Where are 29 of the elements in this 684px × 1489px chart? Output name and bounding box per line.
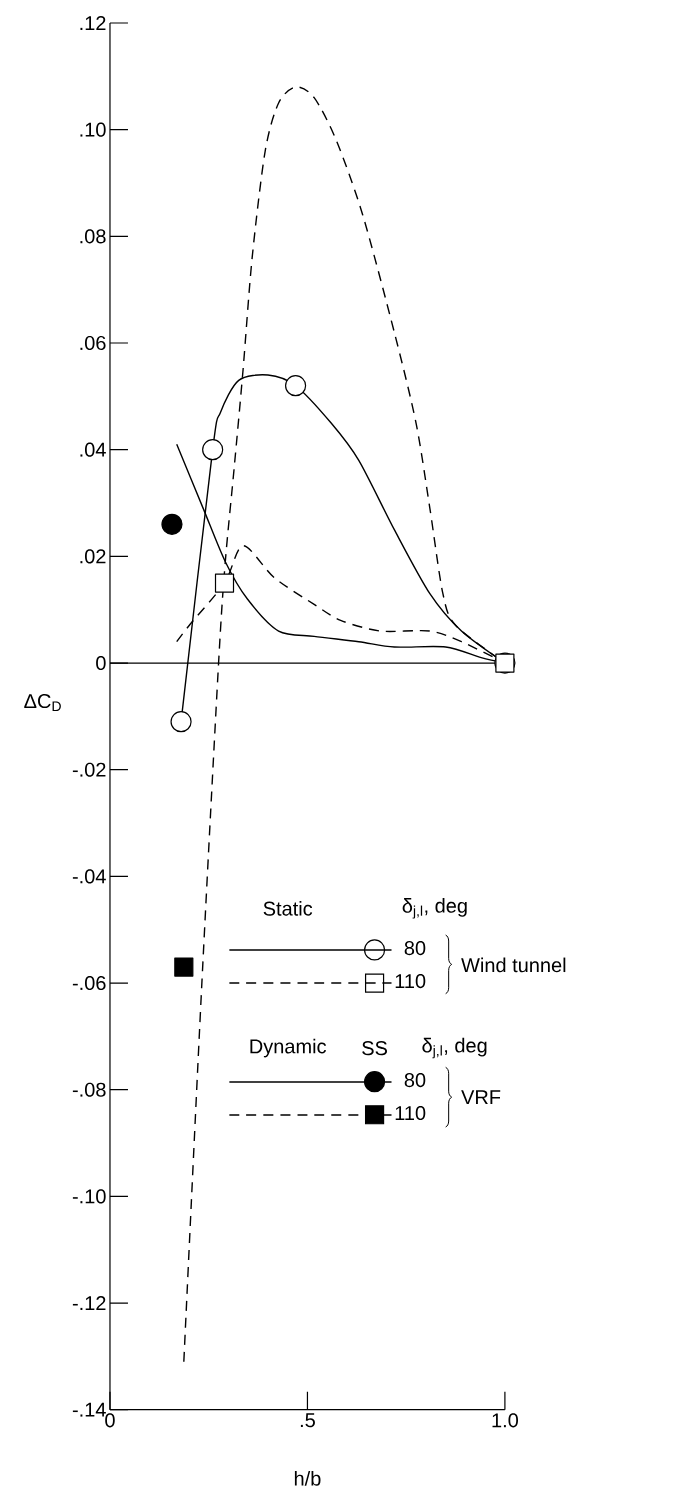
annotation: δ$_{j,l}$, deg bbox=[422, 1037, 487, 1059]
annotation: Dynamic bbox=[250, 1038, 327, 1058]
legend-label: 80 bbox=[404, 1072, 426, 1088]
y-tick-label: .02 bbox=[80, 549, 106, 564]
y-tick-label: .12 bbox=[80, 16, 106, 30]
x-axis-title: h/b bbox=[294, 1470, 321, 1486]
legend-label: 80 bbox=[404, 941, 426, 956]
annotation: SS bbox=[362, 1041, 388, 1056]
y-tick-label: -.10 bbox=[72, 1189, 106, 1204]
y-tick-label: 0 bbox=[96, 655, 106, 671]
annotation: δ$_{j,l}$, deg bbox=[402, 898, 467, 919]
y-tick-label: .06 bbox=[80, 335, 106, 351]
legend-label: 110 bbox=[395, 974, 426, 989]
y-tick-label: -.12 bbox=[72, 1296, 106, 1311]
annotation: VRF bbox=[461, 1090, 501, 1105]
annotation: Static bbox=[263, 901, 313, 916]
y-tick-label: .04 bbox=[80, 442, 106, 457]
annotation: Wind tunnel bbox=[461, 957, 566, 973]
y-tick-label: -.14 bbox=[72, 1402, 106, 1417]
y-tick-label: -.02 bbox=[72, 762, 106, 777]
y-tick-label: .08 bbox=[80, 229, 106, 244]
y-tick-label: -.04 bbox=[72, 869, 106, 884]
x-tick-label: .5 bbox=[300, 1413, 316, 1428]
y-tick-label: -.08 bbox=[72, 1082, 106, 1097]
y-tick-label: -.06 bbox=[72, 975, 106, 991]
y-axis-title: ΔC$_{D}$ bbox=[24, 693, 61, 712]
y-tick-label: .10 bbox=[80, 122, 106, 137]
x-tick-label: 1.0 bbox=[492, 1413, 519, 1428]
legend-label: 110 bbox=[395, 1105, 426, 1121]
